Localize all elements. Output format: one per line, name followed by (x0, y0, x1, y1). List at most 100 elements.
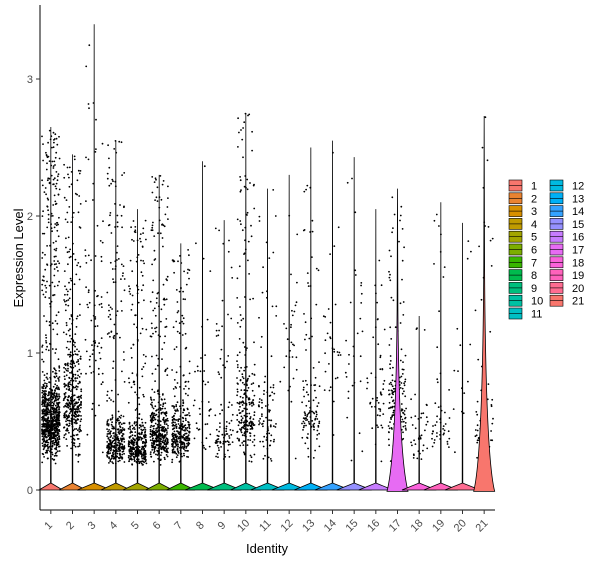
data-point (142, 425, 144, 427)
data-point (187, 444, 190, 446)
data-point (119, 417, 122, 419)
data-point (133, 426, 135, 429)
data-point (171, 419, 174, 422)
data-point (246, 379, 249, 381)
data-point (345, 339, 347, 342)
data-point (107, 424, 110, 427)
data-point (66, 406, 68, 408)
legend-label-3: 3 (531, 206, 537, 218)
data-point (132, 442, 135, 445)
data-point (178, 290, 181, 293)
data-point (77, 169, 80, 172)
data-point (55, 451, 58, 454)
data-point (150, 335, 153, 338)
data-point (268, 419, 270, 421)
data-point (388, 383, 391, 385)
data-point (51, 146, 53, 149)
data-point (401, 373, 404, 375)
data-point (308, 337, 311, 340)
data-point (42, 425, 45, 428)
data-point (272, 384, 275, 386)
legend-label-7: 7 (531, 257, 537, 269)
data-point (67, 406, 70, 409)
data-point (186, 429, 189, 432)
data-point (53, 255, 56, 258)
data-point (192, 404, 195, 407)
data-point (51, 348, 54, 350)
data-point (44, 404, 46, 407)
data-point (448, 389, 450, 391)
data-point (376, 318, 379, 321)
data-point (53, 263, 56, 266)
data-point (58, 413, 60, 416)
data-point (141, 464, 144, 466)
x-tick-label: 6 (151, 519, 164, 532)
data-point (302, 380, 304, 382)
data-point (186, 442, 188, 445)
data-point (106, 291, 109, 294)
data-point (175, 419, 178, 421)
data-point (391, 389, 393, 392)
data-point (251, 405, 253, 407)
data-point (305, 424, 307, 427)
data-point (138, 427, 141, 429)
data-point (57, 175, 59, 178)
data-point (56, 266, 58, 269)
data-point (159, 175, 162, 177)
data-point (107, 430, 109, 433)
data-point (242, 377, 245, 380)
data-point (226, 360, 228, 363)
data-point (156, 444, 158, 447)
data-point (55, 137, 58, 140)
data-point (52, 167, 55, 169)
data-point (221, 409, 224, 412)
data-point (188, 387, 190, 390)
data-point (391, 385, 394, 388)
data-point (487, 383, 490, 385)
data-point (79, 203, 82, 205)
data-point (240, 319, 243, 322)
data-point (150, 444, 153, 447)
data-point (78, 453, 81, 456)
data-point (88, 301, 91, 304)
data-point (265, 416, 267, 419)
data-point (106, 423, 108, 426)
data-point (354, 269, 357, 272)
data-point (243, 383, 246, 386)
data-point (400, 403, 403, 405)
data-point (55, 255, 57, 258)
data-point (73, 158, 76, 161)
data-point (164, 440, 167, 442)
data-point (143, 299, 145, 302)
data-point (95, 148, 97, 151)
data-point (47, 413, 49, 416)
data-point (41, 452, 44, 455)
data-point (106, 441, 109, 443)
data-point (448, 417, 451, 419)
data-point (66, 340, 69, 343)
legend-label-20: 20 (572, 283, 584, 295)
data-point (106, 422, 109, 424)
data-point (44, 296, 47, 299)
data-point (129, 293, 132, 295)
data-point (303, 395, 305, 398)
data-point (196, 427, 199, 430)
data-point (151, 449, 154, 451)
data-point (132, 438, 135, 441)
data-point (141, 455, 143, 457)
data-point (63, 426, 65, 429)
data-point (120, 263, 123, 266)
data-point (433, 439, 436, 441)
data-point (106, 420, 109, 423)
data-point (58, 411, 61, 414)
data-point (55, 375, 58, 378)
data-point (51, 437, 54, 440)
data-point (159, 432, 162, 435)
data-point (45, 336, 48, 339)
data-point (164, 434, 167, 436)
data-point (186, 272, 189, 274)
data-point (160, 308, 163, 311)
data-point (109, 214, 111, 217)
data-point (238, 402, 240, 405)
data-point (134, 391, 137, 394)
